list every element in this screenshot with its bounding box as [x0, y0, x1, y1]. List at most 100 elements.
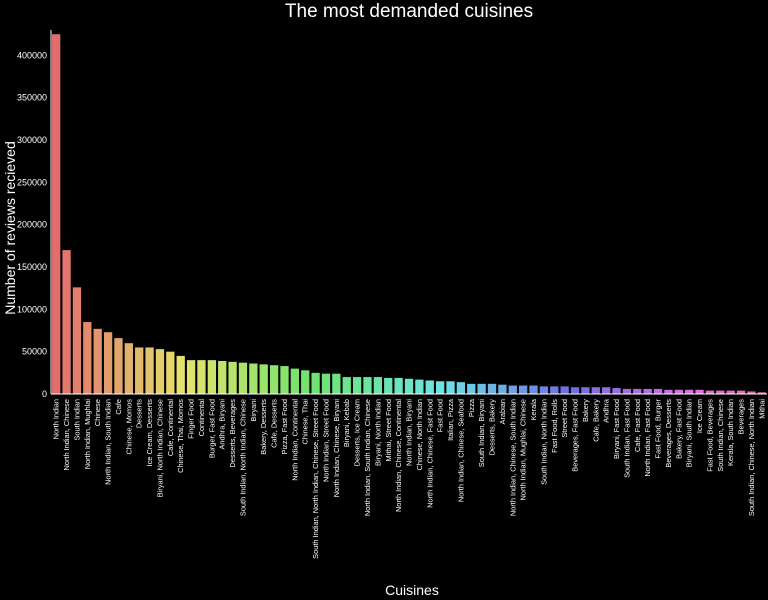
x-tick-label: Cafe, Desserts: [270, 399, 279, 448]
bar: [736, 390, 746, 394]
y-tick-label: 350000: [17, 93, 47, 103]
bar: [124, 343, 133, 394]
bar: [570, 387, 580, 394]
bar: [373, 377, 383, 394]
bar: [664, 389, 673, 394]
y-tick-label: 100000: [17, 304, 47, 314]
bar: [166, 351, 175, 394]
x-tick-label: Desserts: [135, 399, 144, 428]
x-tick-label: Finger Food: [187, 399, 196, 439]
x-tick-label: Biryani: [249, 399, 258, 422]
bar: [394, 377, 403, 394]
x-tick-label: South Indian, Biryani: [477, 399, 486, 468]
bar: [176, 355, 185, 394]
bar: [290, 368, 299, 394]
x-tick-label: Biryani, North Indian: [373, 399, 382, 466]
x-tick-label: Chinese: [93, 399, 102, 426]
bar: [72, 287, 82, 394]
bar: [103, 332, 113, 394]
x-tick-label: Biryani, Fast Food: [612, 399, 621, 459]
bar: [622, 388, 632, 394]
bar: [487, 383, 497, 394]
bar: [321, 373, 331, 394]
x-tick-label: Biryani, North Indian, Chinese: [155, 399, 164, 497]
y-axis-label: Number of reviews recieved: [2, 141, 18, 315]
x-tick-label: Ice Cream, Desserts: [145, 399, 154, 467]
x-tick-label: Andhra: [602, 398, 611, 423]
bar: [705, 390, 715, 394]
bar: [685, 389, 694, 394]
x-tick-label: Mithai, Street Food: [384, 399, 393, 461]
x-tick-label: Biryani, Kebab: [342, 399, 351, 447]
bar: [186, 360, 196, 394]
bar: [508, 385, 517, 394]
x-tick-label: Andhra, Biryani: [218, 399, 227, 450]
bar: [93, 328, 102, 394]
chart-title: The most demanded cuisines: [285, 1, 533, 22]
y-ticks-group: 0 50000 100000 150000 200000 250000 300000 3500…: [17, 50, 47, 399]
x-tick-label: North Indian: [52, 399, 61, 439]
x-tick-label: Bakery, Fast Food: [674, 399, 683, 459]
y-tick-label: 0: [42, 389, 47, 399]
x-tick-label: Beverages, Fast Food: [571, 399, 580, 472]
bar: [280, 366, 289, 394]
bar: [363, 377, 372, 394]
x-tick-label: South Indian, North Indian: [539, 399, 548, 485]
x-tick-label: Beverages, Desserts: [664, 399, 673, 468]
x-tick-label: Fast Food: [436, 399, 445, 432]
x-tick-label: Burger, Fast Food: [207, 399, 216, 458]
x-ticks-group: North Indian North Indian, Chinese South I…: [52, 398, 767, 559]
bar: [155, 349, 165, 394]
x-tick-label: Fast Food, Burger: [654, 398, 663, 458]
x-tick-label: Mithai: [757, 399, 766, 419]
x-tick-label: North Indian, Mughlai: [83, 399, 92, 470]
bar: [747, 391, 756, 394]
bar: [197, 360, 206, 394]
bar: [352, 377, 362, 394]
bar: [269, 365, 279, 394]
bar: [114, 338, 123, 394]
x-tick-label: Cafe, Bakery: [591, 399, 600, 442]
bar: [456, 382, 466, 394]
x-tick-label: South Indian, Fast Food: [622, 399, 631, 478]
bar: [498, 384, 507, 394]
bar: [301, 370, 310, 394]
x-tick-label: Bakery: [581, 399, 590, 422]
bar: [726, 390, 735, 394]
x-tick-label: Italian, Pizza: [446, 398, 455, 441]
x-tick-label: Desserts, Bakery: [488, 399, 497, 456]
bars-group: [52, 34, 766, 394]
y-tick-label: 400000: [17, 50, 47, 60]
x-tick-label: North Indian, Street Food: [321, 399, 330, 482]
x-tick-label: North Indian, Chinese, Continental: [394, 399, 403, 512]
x-tick-label: North Indian, Chinese, Biryani: [332, 399, 341, 498]
x-tick-label: Pizza, Fast Food: [280, 399, 289, 454]
x-tick-label: Fast Food, Rolls: [550, 399, 559, 453]
bar: [384, 377, 393, 394]
bar: [435, 381, 445, 394]
bar: [145, 347, 154, 394]
x-tick-label: Cafe, Fast Food: [633, 399, 642, 452]
x-tick-label: Chinese, Momos: [124, 399, 133, 455]
x-tick-label: South Indian, North Indian, Chinese: [238, 399, 247, 516]
x-tick-label: South Indian, Chinese: [716, 399, 725, 472]
bar: [529, 385, 538, 394]
x-tick-label: North Indian, Continental: [290, 399, 299, 481]
x-tick-label: Biryani, South Indian: [685, 399, 694, 467]
bar: [550, 386, 559, 394]
x-tick-label: Bakery, Desserts: [259, 399, 268, 455]
bar: [653, 388, 663, 394]
x-tick-label: North Indian, Fast Food: [643, 399, 652, 477]
bar: [643, 388, 652, 394]
x-tick-label: Desserts, Beverages: [228, 399, 237, 468]
y-tick-label: 50000: [22, 347, 47, 357]
x-tick-label: Kerala, South Indian: [726, 399, 735, 466]
bar: [228, 361, 237, 394]
bar: [238, 362, 248, 394]
x-tick-label: North Indian, Chinese: [62, 399, 71, 471]
x-tick-label: Chinese, Thai: [301, 399, 310, 445]
bar: [633, 388, 642, 394]
x-tick-label: South Indian, North Indian, Chinese, Str…: [311, 399, 320, 559]
bar: [612, 388, 621, 394]
